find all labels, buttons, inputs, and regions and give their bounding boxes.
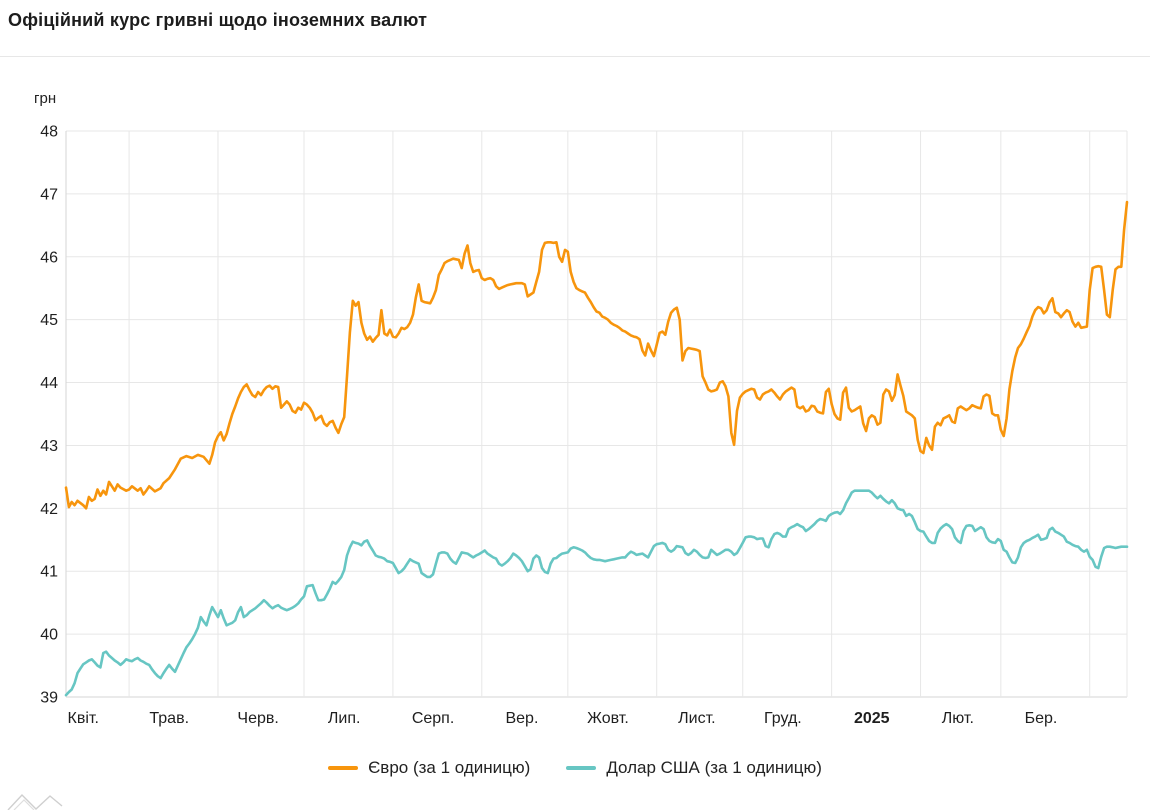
x-month-label: Серп. (412, 710, 454, 727)
x-month-label: Вер. (505, 710, 538, 727)
x-month-label: Трав. (149, 710, 189, 727)
y-tick-label: 41 (40, 564, 58, 581)
x-month-label: Квіт. (68, 710, 99, 727)
legend-item-usd[interactable]: Долар США (за 1 одиницю) (566, 758, 822, 778)
x-month-label: Бер. (1025, 710, 1058, 727)
x-month-label: Груд. (764, 710, 802, 727)
y-axis-unit-label: грн (34, 90, 57, 107)
site-logo-mark (7, 793, 63, 810)
legend-item-euro[interactable]: Євро (за 1 одиницю) (328, 758, 530, 778)
y-tick-label: 43 (40, 438, 58, 455)
x-month-label: 2025 (854, 710, 890, 727)
y-tick-label: 46 (40, 249, 58, 266)
x-month-label: Черв. (237, 710, 278, 727)
euro-series-line (64, 200, 1129, 510)
chart-plot-area[interactable] (66, 131, 1127, 697)
usd-series-line (64, 489, 1129, 697)
title-divider (0, 56, 1150, 57)
x-month-label: Жовт. (587, 710, 629, 727)
x-month-label: Лист. (678, 710, 715, 727)
page-title: Офіційний курс гривні щодо іноземних вал… (8, 10, 428, 30)
y-tick-label: 40 (40, 627, 58, 644)
y-tick-label: 42 (40, 501, 58, 518)
legend-label-euro: Євро (за 1 одиницю) (368, 758, 531, 777)
y-tick-label: 47 (40, 186, 58, 203)
legend-label-usd: Долар США (за 1 одиницю) (606, 758, 822, 777)
x-month-label: Лют. (942, 710, 974, 727)
y-tick-label: 44 (40, 375, 58, 392)
y-tick-label: 45 (40, 312, 58, 329)
y-tick-label: 48 (40, 124, 58, 141)
chart-legend: Євро (за 1 одиницю) Долар США (за 1 один… (0, 758, 1150, 778)
euro-line-swatch-icon (328, 766, 359, 770)
usd-line-swatch-icon (566, 766, 597, 770)
x-month-label: Лип. (328, 710, 361, 727)
y-tick-label: 39 (40, 690, 58, 707)
